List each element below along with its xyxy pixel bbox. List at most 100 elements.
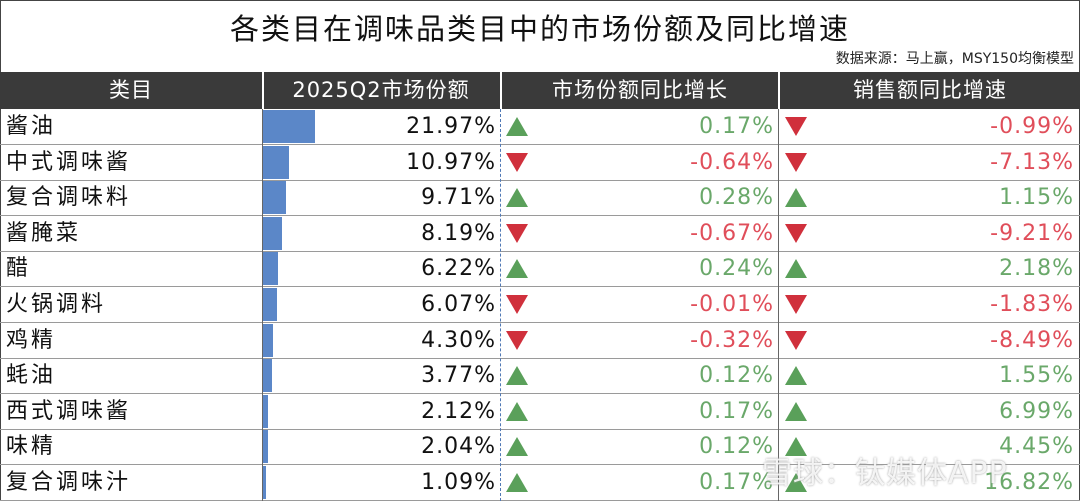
column-divider xyxy=(778,109,779,501)
category-label: 酱腌菜 xyxy=(6,220,82,246)
share-bar xyxy=(263,181,286,215)
table-row: 复合调味汁 1.09% 0.17% 16.82% xyxy=(0,465,1080,501)
share-yoy-value: 0.12% xyxy=(699,434,774,460)
category-label: 复合调味汁 xyxy=(6,470,132,495)
share-value: 6.07% xyxy=(421,292,496,317)
sales-yoy-value: -0.99% xyxy=(990,114,1074,139)
category-label: 中式调味酱 xyxy=(6,149,132,175)
down-arrow-icon xyxy=(506,223,528,243)
header-sales-yoy: 销售额同比增速 xyxy=(853,78,1007,102)
table-row: 西式调味酱 2.12% 0.17% 6.99% xyxy=(0,394,1080,430)
table-row: 复合调味料 9.71% 0.28% 1.15% xyxy=(0,180,1080,217)
share-bar xyxy=(263,323,274,357)
share-value: 6.22% xyxy=(421,256,496,282)
up-arrow-icon xyxy=(785,188,807,208)
table-row: 味精 2.04% 0.12% 4.45% xyxy=(0,429,1080,466)
share-bar xyxy=(263,145,289,179)
share-bar xyxy=(263,252,278,286)
category-label: 酱油 xyxy=(6,114,57,139)
share-bar xyxy=(263,288,278,321)
up-arrow-icon xyxy=(506,366,528,386)
header-share: 2025Q2市场份额 xyxy=(292,78,470,102)
share-yoy-value: -0.67% xyxy=(690,220,774,246)
share-bar xyxy=(263,110,315,143)
sales-yoy-value: -1.83% xyxy=(990,292,1074,317)
header-divider xyxy=(262,72,264,109)
sales-yoy-value: 6.99% xyxy=(999,398,1074,424)
up-arrow-icon xyxy=(506,473,528,492)
data-source: 数据来源：马上赢，MSY150均衡模型 xyxy=(835,51,1074,67)
share-yoy-value: 0.28% xyxy=(699,185,774,211)
category-label: 火锅调料 xyxy=(6,292,107,317)
up-arrow-icon xyxy=(785,401,807,421)
header-divider xyxy=(778,72,780,109)
down-arrow-icon xyxy=(506,152,528,172)
header-share-yoy: 市场份额同比增长 xyxy=(552,78,728,102)
header-divider xyxy=(500,72,502,109)
sales-yoy-value: 1.55% xyxy=(999,363,1074,389)
category-label: 味精 xyxy=(6,434,57,460)
column-divider xyxy=(262,109,263,501)
share-bar xyxy=(263,359,272,393)
sales-yoy-value: 1.15% xyxy=(999,185,1074,211)
share-value: 21.97% xyxy=(406,114,496,139)
up-arrow-icon xyxy=(506,401,528,421)
share-value: 3.77% xyxy=(421,363,496,389)
share-value: 10.97% xyxy=(406,149,496,175)
share-value: 2.04% xyxy=(421,434,496,460)
table-row: 酱油 21.97% 0.17% -0.99% xyxy=(0,109,1080,145)
category-label: 鸡精 xyxy=(6,327,57,353)
share-value: 4.30% xyxy=(421,327,496,353)
down-arrow-icon xyxy=(506,330,528,350)
sales-yoy-value: -9.21% xyxy=(990,220,1074,246)
category-label: 西式调味酱 xyxy=(6,398,132,424)
up-arrow-icon xyxy=(785,437,807,457)
share-value: 8.19% xyxy=(421,220,496,246)
watermark: 雪球：钛媒体APP xyxy=(762,456,1008,491)
down-arrow-icon xyxy=(785,330,807,350)
share-yoy-value: 0.12% xyxy=(699,363,774,389)
share-yoy-value: -0.01% xyxy=(690,292,774,317)
share-yoy-value: -0.64% xyxy=(690,149,774,175)
sales-yoy-value: 4.45% xyxy=(999,434,1074,460)
share-value: 9.71% xyxy=(421,185,496,211)
category-label: 醋 xyxy=(6,256,32,282)
share-yoy-value: 0.17% xyxy=(699,470,774,495)
sales-yoy-value: -8.49% xyxy=(990,327,1074,353)
table-row: 蚝油 3.77% 0.12% 1.55% xyxy=(0,358,1080,395)
down-arrow-icon xyxy=(785,117,807,136)
down-arrow-icon xyxy=(785,295,807,314)
down-arrow-icon xyxy=(506,295,528,314)
table-row: 鸡精 4.30% -0.32% -8.49% xyxy=(0,323,1080,359)
up-arrow-icon xyxy=(785,473,807,492)
table-header: 类目 2025Q2市场份额 市场份额同比增长 销售额同比增速 xyxy=(0,72,1080,109)
chart-title: 各类目在调味品类目中的市场份额及同比增速 xyxy=(229,12,850,46)
category-label: 复合调味料 xyxy=(6,185,132,211)
up-arrow-icon xyxy=(785,259,807,279)
down-arrow-icon xyxy=(785,223,807,243)
column-divider-dashed xyxy=(500,109,501,501)
category-label: 蚝油 xyxy=(6,363,57,389)
table-row: 火锅调料 6.07% -0.01% -1.83% xyxy=(0,287,1080,323)
table-row: 酱腌菜 8.19% -0.67% -9.21% xyxy=(0,216,1080,252)
share-bar xyxy=(263,430,268,464)
table-row: 中式调味酱 10.97% -0.64% -7.13% xyxy=(0,145,1080,181)
up-arrow-icon xyxy=(506,259,528,279)
share-value: 2.12% xyxy=(421,398,496,424)
share-bar xyxy=(263,394,269,428)
up-arrow-icon xyxy=(506,188,528,208)
share-bar xyxy=(263,216,283,250)
sales-yoy-value: 2.18% xyxy=(999,256,1074,282)
up-arrow-icon xyxy=(506,437,528,457)
table-row: 醋 6.22% 0.24% 2.18% xyxy=(0,251,1080,288)
share-yoy-value: 0.24% xyxy=(699,256,774,282)
share-yoy-value: -0.32% xyxy=(690,327,774,353)
header-category: 类目 xyxy=(109,78,153,102)
down-arrow-icon xyxy=(785,152,807,172)
sales-yoy-value: -7.13% xyxy=(990,149,1074,175)
share-bar xyxy=(263,466,266,499)
share-yoy-value: 0.17% xyxy=(699,398,774,424)
share-yoy-value: 0.17% xyxy=(699,114,774,139)
up-arrow-icon xyxy=(506,117,528,136)
sales-yoy-value: 16.82% xyxy=(984,470,1074,495)
